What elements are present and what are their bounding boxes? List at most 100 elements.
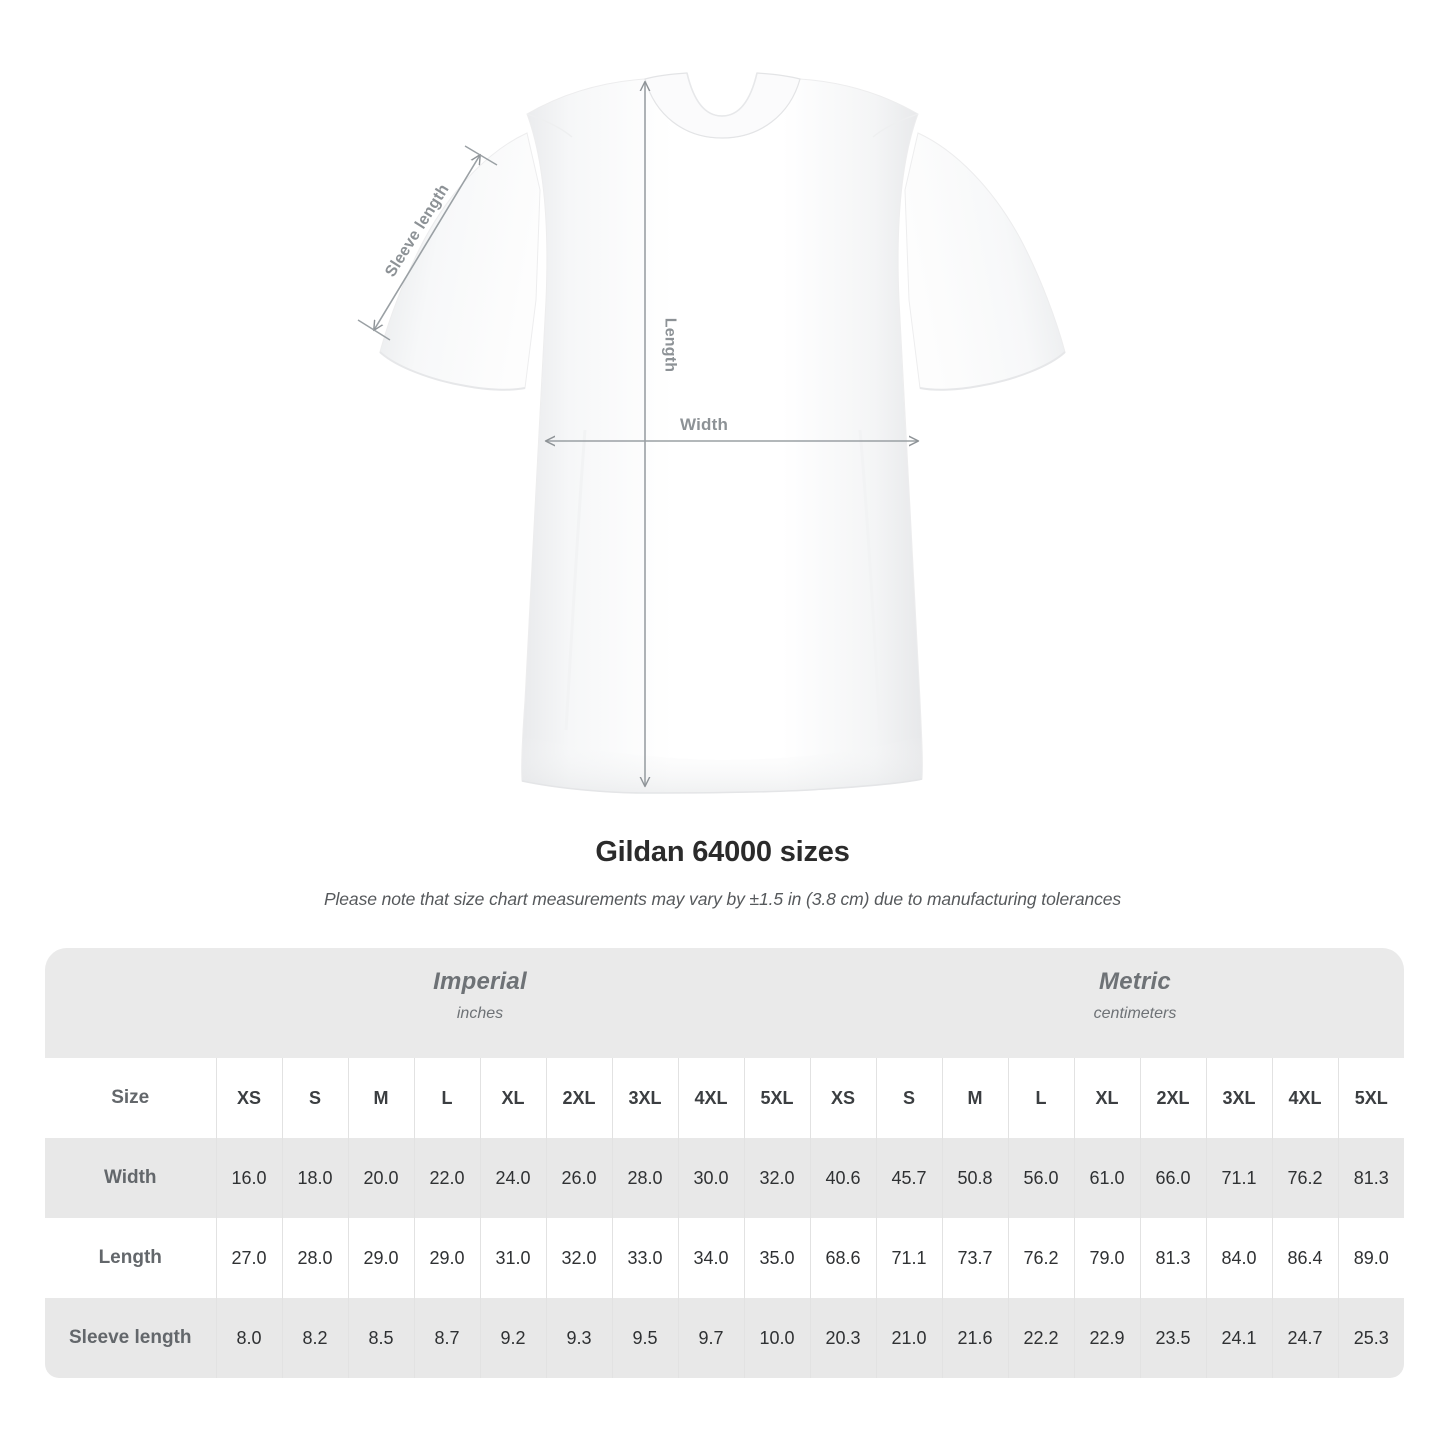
- size-column-header-4: XL: [479, 1058, 547, 1138]
- measurement-cell: 68.6: [809, 1218, 877, 1298]
- measurement-cell: 33.0: [611, 1218, 679, 1298]
- imperial-group-header: Imperial inches: [215, 968, 745, 1023]
- collar-inner-edge: [686, 72, 758, 117]
- size-column-header-11: M: [941, 1058, 1009, 1138]
- right-shoulder-seam: [872, 113, 919, 138]
- measurement-cell: 9.7: [677, 1298, 745, 1378]
- measurement-cell: 26.0: [545, 1138, 613, 1218]
- table-header-row: Size XS S M L XL 2XL 3XL 4XL 5XL XS S M L XL 2XL 3XL 4XL…: [45, 1058, 1404, 1138]
- measurement-cell: 22.0: [413, 1138, 481, 1218]
- sleeve-length-dimension-arrow: [374, 155, 480, 330]
- measurement-cell: 79.0: [1073, 1218, 1141, 1298]
- size-column-header-0: XS: [215, 1058, 283, 1138]
- width-label: Width: [680, 415, 729, 434]
- right-sleeve: [904, 132, 1066, 391]
- measurement-cell: 9.5: [611, 1298, 679, 1378]
- measurement-cell: 9.3: [545, 1298, 613, 1378]
- table-row: Sleeve length 8.0 8.2 8.5 8.7 9.2 9.3 9.5 9.7 10.…: [45, 1298, 1404, 1378]
- size-column-header-8: 5XL: [743, 1058, 811, 1138]
- unit-system-banner: Imperial inches Metric centimeters: [45, 948, 1404, 1058]
- measurement-cell: 29.0: [347, 1218, 415, 1298]
- measurement-cell: 32.0: [743, 1138, 811, 1218]
- measurement-cell: 8.7: [413, 1298, 481, 1378]
- measurement-cell: 81.3: [1139, 1218, 1207, 1298]
- measurement-cell: 24.1: [1205, 1298, 1273, 1378]
- measurement-cell: 76.2: [1271, 1138, 1339, 1218]
- measurement-cell: 50.8: [941, 1138, 1009, 1218]
- size-column-header-1: S: [281, 1058, 349, 1138]
- shirt-body: [521, 78, 923, 794]
- measurement-cell: 16.0: [215, 1138, 283, 1218]
- left-shoulder-seam: [526, 113, 573, 138]
- fabric-fold: [858, 429, 882, 731]
- size-column-header-9: XS: [809, 1058, 877, 1138]
- sleeve-tick-top: [464, 145, 498, 166]
- table-row: Width 16.0 18.0 20.0 22.0 24.0 26.0 28.0 30.0 32.…: [45, 1138, 1404, 1218]
- size-column-header: Size: [45, 1058, 217, 1138]
- imperial-label: Imperial: [433, 968, 527, 995]
- size-column-header-2: M: [347, 1058, 415, 1138]
- measurement-cell: 10.0: [743, 1298, 811, 1378]
- measurements-table: Size XS S M L XL 2XL 3XL 4XL 5XL XS S M L XL 2XL 3XL 4XL…: [45, 1058, 1404, 1378]
- bottom-hem-shadow: [522, 735, 922, 793]
- measurement-cell: 84.0: [1205, 1218, 1273, 1298]
- sleeve-tick-bottom: [357, 319, 391, 341]
- metric-label: Metric: [1099, 968, 1171, 995]
- tshirt-illustration: [357, 72, 1066, 794]
- measurement-cell: 73.7: [941, 1218, 1009, 1298]
- size-chart-table: Imperial inches Metric centimeters Size …: [45, 948, 1404, 1378]
- measurement-cell: 9.2: [479, 1298, 547, 1378]
- measurement-cell: 24.0: [479, 1138, 547, 1218]
- imperial-unit: inches: [456, 1005, 504, 1022]
- size-column-header-6: 3XL: [611, 1058, 679, 1138]
- size-column-header-13: XL: [1073, 1058, 1141, 1138]
- measurement-cell: 21.0: [875, 1298, 943, 1378]
- length-label: Length: [661, 317, 679, 373]
- measurement-cell: 28.0: [281, 1218, 349, 1298]
- measurement-cell: 8.2: [281, 1298, 349, 1378]
- metric-unit: centimeters: [1093, 1005, 1177, 1022]
- measurement-cell: 22.9: [1073, 1298, 1141, 1378]
- measurement-cell: 89.0: [1337, 1218, 1404, 1298]
- measurement-cell: 81.3: [1337, 1138, 1404, 1218]
- measurement-cell: 23.5: [1139, 1298, 1207, 1378]
- measurement-cell: 30.0: [677, 1138, 745, 1218]
- measurement-cell: 71.1: [1205, 1138, 1273, 1218]
- measurement-cell: 22.2: [1007, 1298, 1075, 1378]
- measurement-cell: 86.4: [1271, 1218, 1339, 1298]
- measurement-cell: 24.7: [1271, 1298, 1339, 1378]
- measurement-cell: 71.1: [875, 1218, 943, 1298]
- measurement-cell: 8.5: [347, 1298, 415, 1378]
- measurement-cell: 27.0: [215, 1218, 283, 1298]
- tolerance-note: Please note that size chart measurements…: [323, 889, 1122, 909]
- size-column-header-14: 2XL: [1139, 1058, 1207, 1138]
- size-column-header-12: L: [1007, 1058, 1075, 1138]
- measurement-cell: 8.0: [215, 1298, 283, 1378]
- measurement-cell: 18.0: [281, 1138, 349, 1218]
- tshirt-diagram: Sleeve length Length Width: [357, 72, 1066, 794]
- left-sleeve-hem: [379, 351, 526, 391]
- bottom-hem: [521, 778, 923, 794]
- measurement-cell: 35.0: [743, 1218, 811, 1298]
- size-column-header-16: 4XL: [1271, 1058, 1339, 1138]
- table-row: Length 27.0 28.0 29.0 29.0 31.0 32.0 33.0 34.0 35…: [45, 1218, 1404, 1298]
- measurement-cell: 25.3: [1337, 1298, 1404, 1378]
- measurement-cell: 21.6: [941, 1298, 1009, 1378]
- measurement-cell: 56.0: [1007, 1138, 1075, 1218]
- measurement-cell: 32.0: [545, 1218, 613, 1298]
- right-sleeve-hem: [919, 351, 1066, 391]
- measurement-cell: 31.0: [479, 1218, 547, 1298]
- measurement-cell: 34.0: [677, 1218, 745, 1298]
- measurement-row-label: Sleeve length: [45, 1298, 217, 1378]
- measurement-row-label: Width: [45, 1138, 217, 1218]
- size-column-header-17: 5XL: [1337, 1058, 1404, 1138]
- size-column-header-10: S: [875, 1058, 943, 1138]
- measurement-cell: 61.0: [1073, 1138, 1141, 1218]
- measurement-cell: 20.3: [809, 1298, 877, 1378]
- size-column-header-5: 2XL: [545, 1058, 613, 1138]
- metric-group-header: Metric centimeters: [805, 968, 1445, 1023]
- measurement-cell: 40.6: [809, 1138, 877, 1218]
- size-column-header-7: 4XL: [677, 1058, 745, 1138]
- measurement-row-label: Length: [45, 1218, 217, 1298]
- size-column-header-3: L: [413, 1058, 481, 1138]
